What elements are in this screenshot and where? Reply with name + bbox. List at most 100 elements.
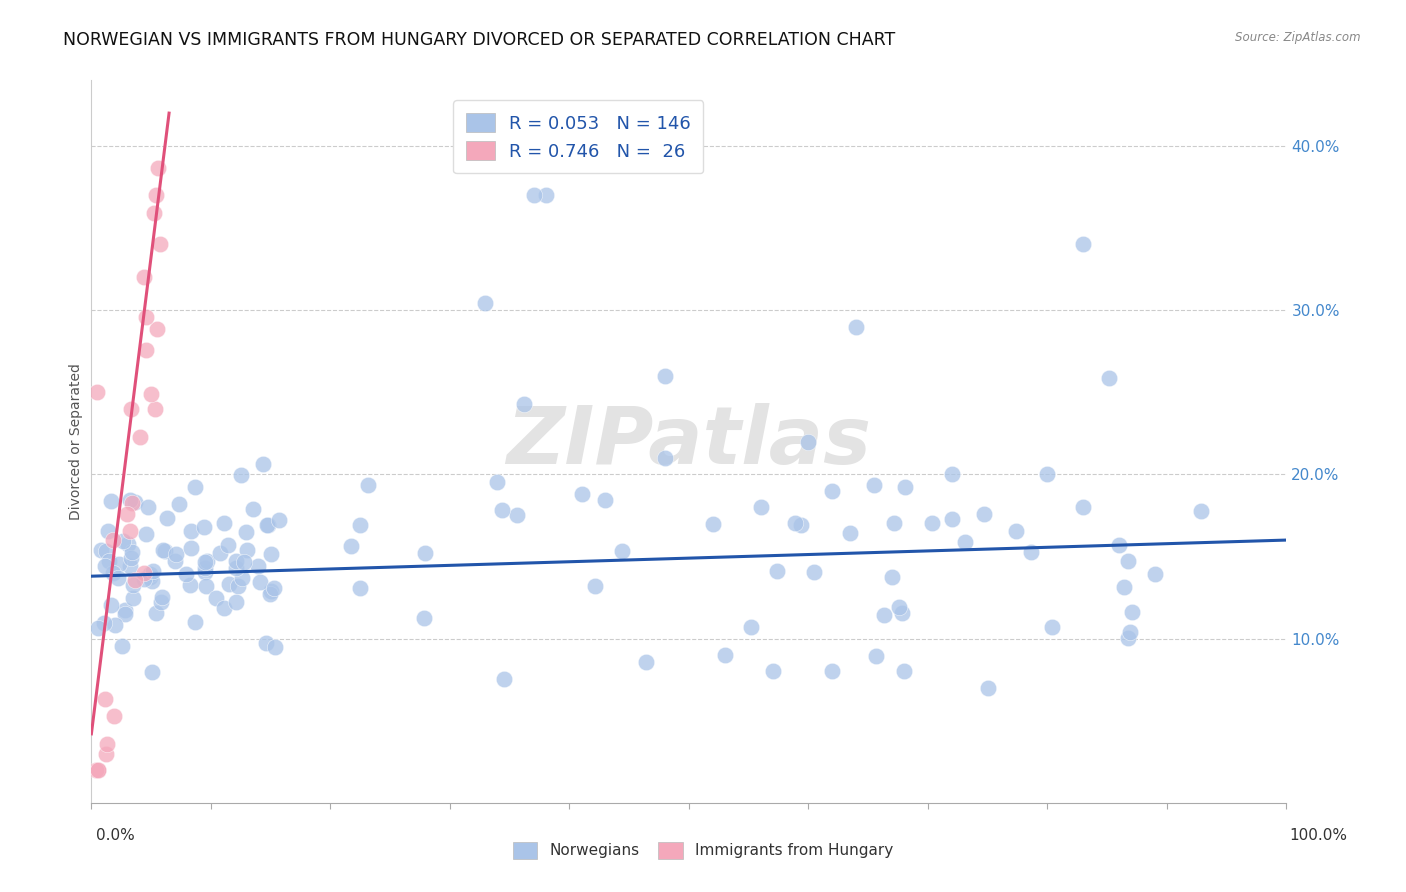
Point bbox=[976, 681, 998, 695]
Point bbox=[195, 579, 218, 593]
Point bbox=[205, 591, 228, 605]
Point bbox=[114, 603, 136, 617]
Point bbox=[880, 570, 903, 584]
Legend: Norwegians, Immigrants from Hungary: Norwegians, Immigrants from Hungary bbox=[508, 836, 898, 864]
Point bbox=[108, 558, 131, 572]
Point bbox=[180, 524, 202, 538]
Point bbox=[183, 615, 205, 630]
Point bbox=[142, 564, 165, 578]
Point bbox=[259, 586, 281, 600]
Point bbox=[593, 493, 616, 508]
Point bbox=[145, 606, 167, 620]
Point bbox=[413, 611, 436, 625]
Point bbox=[225, 560, 247, 574]
Point bbox=[231, 571, 253, 585]
Point bbox=[766, 564, 789, 578]
Point bbox=[167, 497, 190, 511]
Point bbox=[94, 747, 117, 761]
Point bbox=[194, 566, 217, 580]
Point bbox=[87, 621, 110, 635]
Point bbox=[340, 540, 363, 554]
Point bbox=[941, 512, 963, 526]
Point bbox=[174, 567, 197, 582]
Point bbox=[252, 457, 274, 471]
Point bbox=[883, 516, 905, 530]
Point bbox=[260, 584, 283, 599]
Point bbox=[193, 520, 215, 534]
Point bbox=[118, 524, 141, 538]
Point bbox=[873, 607, 896, 622]
Point bbox=[93, 615, 115, 630]
Point bbox=[1189, 504, 1212, 518]
Point bbox=[821, 483, 844, 498]
Point bbox=[256, 517, 278, 532]
Point bbox=[148, 237, 170, 252]
Point bbox=[749, 500, 772, 515]
Point bbox=[111, 640, 134, 654]
Point bbox=[893, 665, 915, 679]
Point bbox=[101, 533, 124, 547]
Point bbox=[1112, 581, 1135, 595]
Text: 0.0%: 0.0% bbox=[96, 829, 135, 843]
Point bbox=[941, 467, 963, 482]
Point bbox=[208, 545, 231, 559]
Point bbox=[100, 494, 122, 508]
Point bbox=[97, 524, 120, 539]
Point bbox=[103, 708, 125, 723]
Point bbox=[184, 480, 207, 494]
Point bbox=[135, 526, 157, 541]
Point bbox=[242, 502, 264, 516]
Point bbox=[803, 565, 825, 579]
Text: NORWEGIAN VS IMMIGRANTS FROM HUNGARY DIVORCED OR SEPARATED CORRELATION CHART: NORWEGIAN VS IMMIGRANTS FROM HUNGARY DIV… bbox=[63, 31, 896, 49]
Point bbox=[821, 665, 844, 679]
Point bbox=[111, 533, 134, 548]
Point bbox=[513, 397, 536, 411]
Point bbox=[254, 636, 277, 650]
Point bbox=[132, 566, 155, 580]
Point bbox=[231, 467, 253, 482]
Point bbox=[921, 516, 943, 530]
Point bbox=[654, 368, 676, 383]
Point bbox=[1143, 566, 1166, 581]
Point bbox=[90, 542, 112, 557]
Point bbox=[122, 591, 145, 605]
Point bbox=[96, 737, 118, 751]
Point bbox=[889, 600, 911, 615]
Point bbox=[146, 161, 169, 176]
Point bbox=[264, 640, 287, 654]
Point bbox=[135, 310, 157, 324]
Point bbox=[845, 319, 868, 334]
Point bbox=[152, 543, 174, 558]
Point bbox=[121, 545, 143, 559]
Point bbox=[94, 544, 117, 558]
Point bbox=[141, 387, 163, 401]
Point bbox=[138, 566, 160, 581]
Point bbox=[145, 401, 167, 416]
Point bbox=[349, 518, 371, 533]
Text: Source: ZipAtlas.com: Source: ZipAtlas.com bbox=[1236, 31, 1361, 45]
Point bbox=[973, 507, 995, 521]
Point bbox=[534, 188, 557, 202]
Point bbox=[1121, 605, 1143, 619]
Point bbox=[156, 510, 179, 524]
Point bbox=[571, 487, 593, 501]
Point bbox=[865, 648, 887, 663]
Point bbox=[491, 502, 513, 516]
Point bbox=[214, 516, 236, 531]
Point bbox=[195, 554, 218, 568]
Point bbox=[702, 516, 724, 531]
Point bbox=[235, 525, 257, 540]
Point bbox=[86, 763, 108, 777]
Point bbox=[225, 595, 247, 609]
Point bbox=[953, 535, 976, 549]
Point bbox=[1040, 620, 1063, 634]
Point bbox=[636, 656, 658, 670]
Point bbox=[117, 536, 139, 550]
Point bbox=[122, 578, 145, 592]
Point bbox=[225, 553, 247, 567]
Point bbox=[785, 516, 807, 530]
Point bbox=[523, 188, 546, 202]
Point bbox=[246, 558, 269, 573]
Point bbox=[107, 571, 129, 585]
Point bbox=[194, 560, 217, 574]
